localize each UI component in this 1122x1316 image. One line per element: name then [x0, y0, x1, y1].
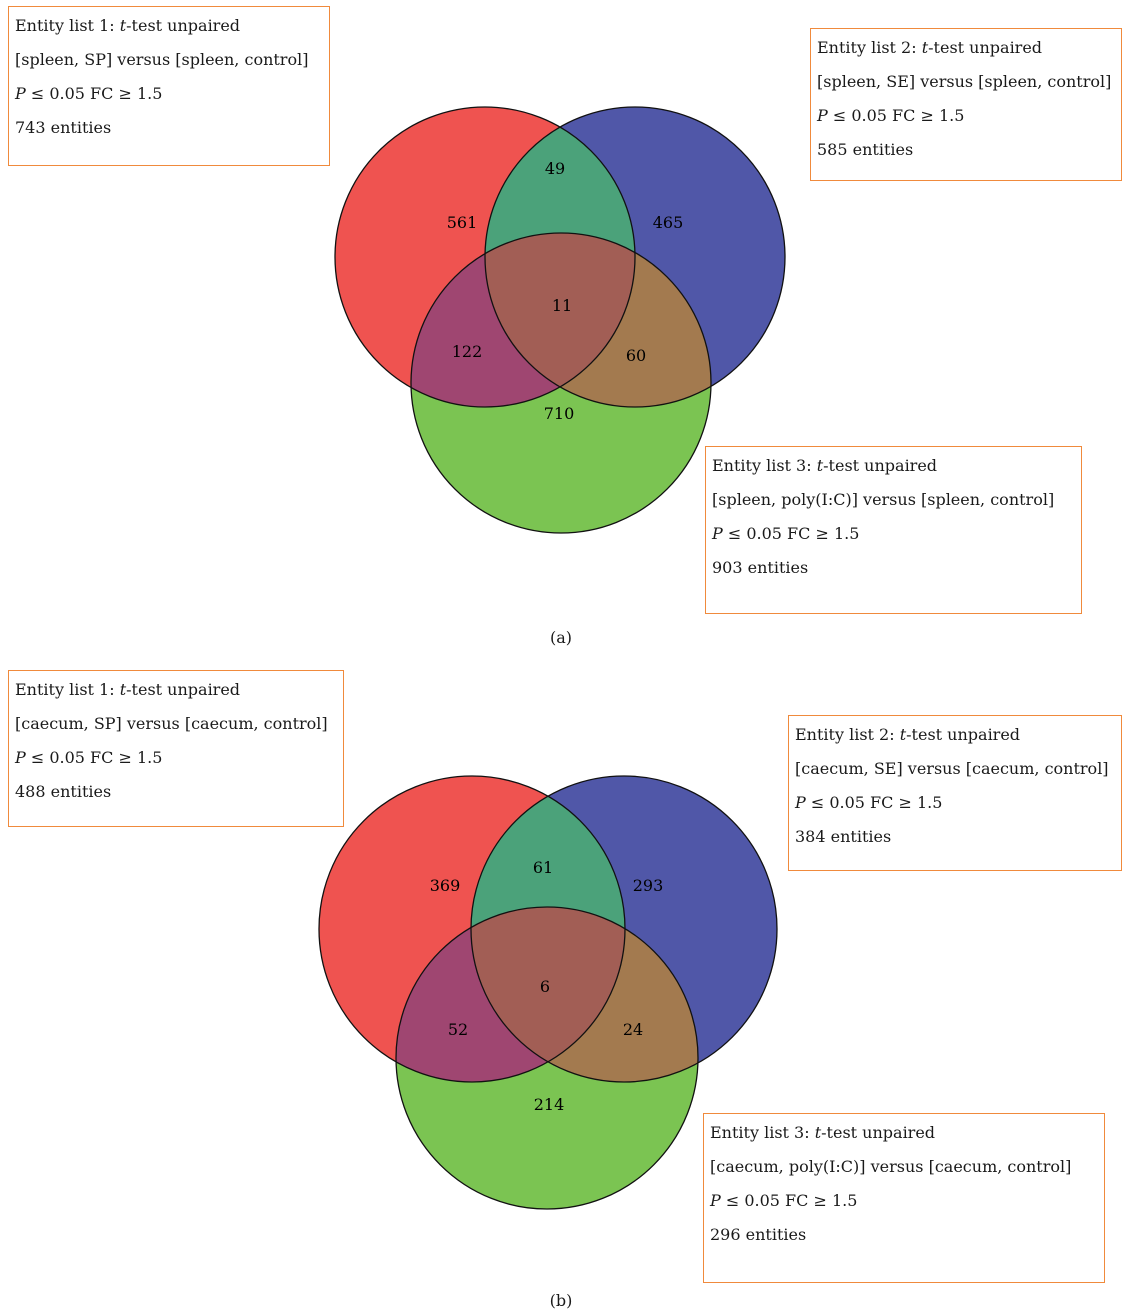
entity-list-2-box: Entity list 2: t-test unpaired [spleen, … — [810, 28, 1122, 181]
panel-caption: (b) — [549, 1291, 573, 1310]
entity-list-1-box: Entity list 1: t-test unpaired [spleen, … — [8, 6, 330, 166]
count-1-2-3: 6 — [540, 977, 550, 996]
list-comparison: [caecum, poly(I:C)] versus [caecum, cont… — [710, 1157, 1072, 1176]
venn-diagram-a: 561 465 49 11 122 60 710 — [334, 106, 786, 534]
list-count: 384 entities — [795, 827, 892, 846]
list-comparison: [spleen, SP] versus [spleen, control] — [15, 50, 309, 69]
list-title: Entity list 3: t-test unpaired — [712, 456, 938, 475]
count-only-1: 561 — [447, 213, 478, 232]
count-1-2-3: 11 — [552, 296, 572, 315]
count-2-3: 60 — [626, 346, 646, 365]
list-threshold: P ≤ 0.05 FC ≥ 1.5 — [817, 106, 965, 125]
list-comparison: [caecum, SP] versus [caecum, control] — [15, 714, 328, 733]
venn-panel-a: 561 465 49 11 122 60 710 Entity list 1: … — [0, 0, 1122, 655]
list-title: Entity list 2: t-test unpaired — [817, 38, 1043, 57]
list-threshold: P ≤ 0.05 FC ≥ 1.5 — [795, 793, 943, 812]
entity-list-3-box: Entity list 3: t-test unpaired [spleen, … — [705, 446, 1082, 614]
entity-list-3-box: Entity list 3: t-test unpaired [caecum, … — [703, 1113, 1105, 1283]
list-title: Entity list 2: t-test unpaired — [795, 725, 1021, 744]
count-1-3: 52 — [448, 1020, 468, 1039]
list-count: 743 entities — [15, 118, 112, 137]
list-title: Entity list 1: t-test unpaired — [15, 680, 241, 699]
list-count: 903 entities — [712, 558, 809, 577]
count-only-1: 369 — [430, 876, 461, 895]
count-1-2: 61 — [533, 858, 553, 877]
list-count: 488 entities — [15, 782, 112, 801]
count-only-3: 710 — [544, 404, 575, 423]
list-comparison: [caecum, SE] versus [caecum, control] — [795, 759, 1109, 778]
list-title: Entity list 1: t-test unpaired — [15, 16, 241, 35]
list-comparison: [spleen, poly(I:C)] versus [spleen, cont… — [712, 490, 1055, 509]
list-threshold: P ≤ 0.05 FC ≥ 1.5 — [710, 1191, 858, 1210]
list-count: 585 entities — [817, 140, 914, 159]
venn-diagram-b: 369 293 61 6 52 24 214 — [318, 775, 778, 1210]
list-comparison: [spleen, SE] versus [spleen, control] — [817, 72, 1112, 91]
venn-panel-b: 369 293 61 6 52 24 214 Entity list 1: t-… — [0, 668, 1122, 1316]
entity-list-1-box: Entity list 1: t-test unpaired [caecum, … — [8, 670, 344, 827]
entity-list-2-box: Entity list 2: t-test unpaired [caecum, … — [788, 715, 1122, 871]
list-threshold: P ≤ 0.05 FC ≥ 1.5 — [15, 748, 163, 767]
list-threshold: P ≤ 0.05 FC ≥ 1.5 — [15, 84, 163, 103]
count-only-2: 293 — [633, 876, 664, 895]
list-count: 296 entities — [710, 1225, 807, 1244]
count-2-3: 24 — [623, 1020, 643, 1039]
set-2-outline — [484, 106, 786, 408]
list-title: Entity list 3: t-test unpaired — [710, 1123, 936, 1142]
panel-caption: (a) — [549, 628, 573, 647]
count-only-2: 465 — [653, 213, 684, 232]
set-3-outline — [395, 906, 699, 1210]
count-only-3: 214 — [534, 1095, 565, 1114]
count-1-3: 122 — [452, 342, 483, 361]
set-3-outline — [410, 232, 712, 534]
set-2-outline — [470, 775, 778, 1083]
list-threshold: P ≤ 0.05 FC ≥ 1.5 — [712, 524, 860, 543]
set-1-outline — [334, 106, 636, 408]
count-1-2: 49 — [545, 159, 565, 178]
